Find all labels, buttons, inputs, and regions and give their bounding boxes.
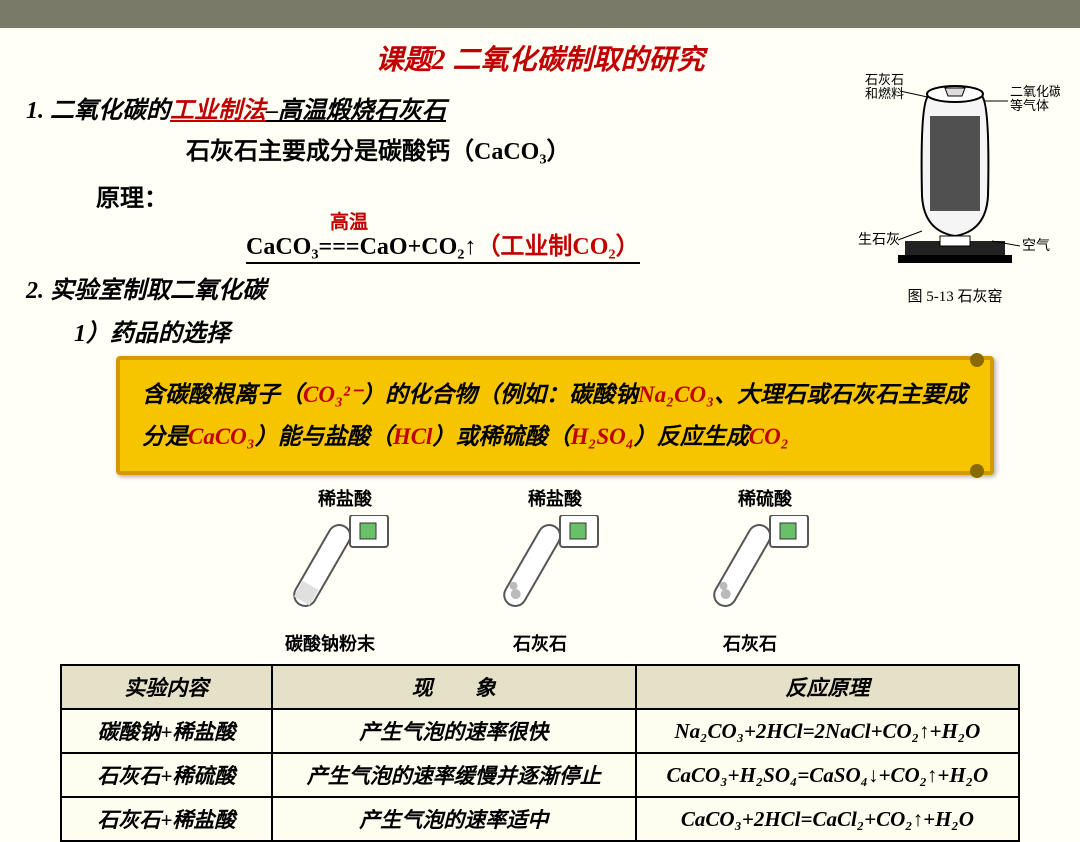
fig-label-tr: 二氧化碳 [1010, 84, 1060, 99]
tube-svg-1 [250, 515, 410, 625]
cell: 碳酸钠+稀盐酸 [61, 709, 272, 753]
scroll-f4: HCl [393, 424, 433, 449]
s1-em2: 高温煅烧石灰石 [278, 98, 446, 124]
kiln-figure: 石灰石 和燃料 二氧化碳 等气体 生石灰 空气 图 5-13 石灰窑 [850, 66, 1060, 306]
tube-diagrams: 稀盐酸 碳酸钠粉末 稀盐酸 石灰石 [26, 485, 1054, 656]
tube-2-acid: 稀盐酸 [490, 485, 620, 511]
section2-sub1: 1）药品的选择 [74, 313, 1054, 348]
s1-em1: 工业制法 [170, 98, 266, 124]
cell: Na₂CO₃+2HCl=2NaCl+CO₂↑+H₂O [636, 709, 1019, 753]
tube-svg-2 [460, 515, 620, 625]
s1-dash: – [266, 98, 278, 124]
th-1: 现 象 [272, 665, 636, 709]
eq-mid: === [319, 234, 360, 260]
cell: CaCO₃+2HCl=CaCl₂+CO₂↑+H₂O [636, 797, 1019, 841]
scroll-t5: ）或稀硫酸（ [432, 424, 570, 449]
scroll-f3: CaCO₃ [188, 424, 255, 449]
scroll-f1: CO₃²⁻ [303, 382, 362, 407]
tube-1: 稀盐酸 碳酸钠粉末 [250, 485, 410, 656]
tube-3: 稀硫酸 石灰石 [670, 485, 830, 656]
scroll-t4: ）能与盐酸（ [255, 424, 393, 449]
fig-label-left: 生石灰 [858, 232, 900, 248]
cell: 石灰石+稀盐酸 [61, 797, 272, 841]
experiment-table: 实验内容 现 象 反应原理 碳酸钠+稀盐酸 产生气泡的速率很快 Na₂CO₃+2… [60, 664, 1020, 842]
scroll-t6: ）反应生成 [634, 424, 749, 449]
svg-text:等气体: 等气体 [1010, 98, 1049, 113]
s1-prefix: 1. 二氧化碳的 [26, 98, 170, 124]
tube-svg-3 [670, 515, 830, 625]
cell: CaCO₃+H₂SO₄=CaSO₄↓+CO₂↑+H₂O [636, 753, 1019, 797]
th-0: 实验内容 [61, 665, 272, 709]
figure-caption: 图 5-13 石灰窑 [850, 285, 1060, 306]
eq-left: CaCO₃ [246, 234, 319, 260]
tube-1-solid: 碳酸钠粉末 [250, 630, 410, 656]
scroll-note: 含碳酸根离子（CO₃²⁻）的化合物（例如：碳酸钠Na₂CO₃、大理石或石灰石主要… [116, 356, 994, 475]
tube-3-solid: 石灰石 [670, 630, 830, 656]
cell: 产生气泡的速率缓慢并逐渐停止 [272, 753, 636, 797]
table-row: 石灰石+稀硫酸 产生气泡的速率缓慢并逐渐停止 CaCO₃+H₂SO₄=CaSO₄… [61, 753, 1019, 797]
scroll-f5: H₂SO₄ [570, 424, 633, 449]
scroll-f2: Na₂CO₃ [638, 382, 714, 407]
tube-2-solid: 石灰石 [460, 630, 620, 656]
tube-3-acid: 稀硫酸 [700, 485, 830, 511]
th-2: 反应原理 [636, 665, 1019, 709]
svg-text:和燃料: 和燃料 [865, 86, 904, 101]
eq-right-a: CaO+CO₂↑ [360, 234, 477, 260]
cell: 产生气泡的速率适中 [272, 797, 636, 841]
scroll-f6: CO₂ [749, 424, 789, 449]
scroll-t1: 含碳酸根离子（ [142, 382, 303, 407]
table-header-row: 实验内容 现 象 反应原理 [61, 665, 1019, 709]
cell: 产生气泡的速率很快 [272, 709, 636, 753]
eq-right-b: （工业制CO₂） [476, 234, 639, 260]
kiln-svg: 石灰石 和燃料 二氧化碳 等气体 生石灰 空气 [850, 66, 1060, 276]
tube-2: 稀盐酸 石灰石 [460, 485, 620, 656]
tube-1-acid: 稀盐酸 [280, 485, 410, 511]
table-row: 碳酸钠+稀盐酸 产生气泡的速率很快 Na₂CO₃+2HCl=2NaCl+CO₂↑… [61, 709, 1019, 753]
fig-label-right: 空气 [1022, 238, 1050, 254]
scroll-t2: ）的化合物（例如：碳酸钠 [362, 382, 638, 407]
cell: 石灰石+稀硫酸 [61, 753, 272, 797]
fig-label-tl: 石灰石 [865, 72, 904, 87]
table-row: 石灰石+稀盐酸 产生气泡的速率适中 CaCO₃+2HCl=CaCl₂+CO₂↑+… [61, 797, 1019, 841]
